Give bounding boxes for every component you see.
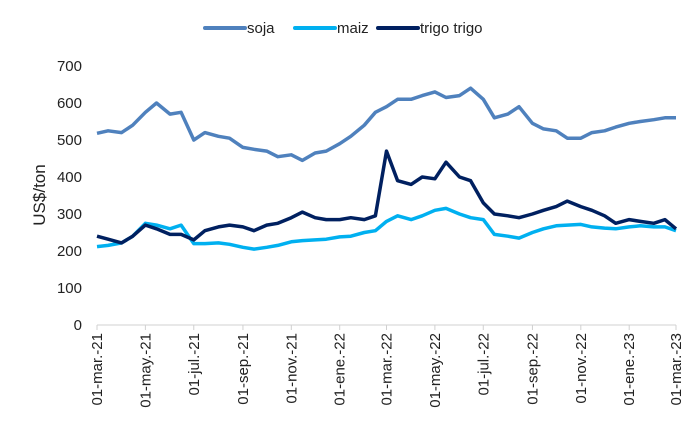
x-tick-label: 01-nov.-21 [283, 333, 300, 404]
y-tick-label: 300 [57, 206, 82, 223]
plot-area [96, 86, 678, 251]
y-tick-label: 400 [57, 169, 82, 186]
x-tick-label: 01-ene.-23 [621, 333, 638, 406]
y-tick-label: 600 [57, 95, 82, 112]
series-line-soja [96, 86, 676, 163]
x-tick-label: 01-mar.-22 [379, 333, 396, 406]
x-axis: 01-mar.-21 01-may.-21 01-jul.-21 01-sep.-21… [89, 324, 685, 408]
legend-label: soja [247, 20, 275, 37]
x-tick-label: 01-nov.-22 [573, 333, 590, 404]
x-tick-label: 01-sep.-22 [524, 333, 541, 405]
x-tick-label: 01-may.-21 [137, 333, 154, 408]
series-line-trigo-trigo [96, 149, 678, 245]
x-tick-label: 01-may.-22 [427, 333, 444, 408]
y-axis-label: US$/ton [30, 164, 49, 225]
y-tick-label: 0 [74, 317, 82, 334]
legend: soja maiz trigo trigo [203, 20, 483, 37]
x-tick-label: 01-ene.-22 [332, 333, 349, 406]
y-axis: 0 100 200 300 400 500 600 700 [57, 58, 82, 334]
x-tick-label: 01-sep.-21 [235, 333, 252, 405]
x-tick-label: 01-jul.-22 [475, 333, 492, 396]
y-tick-label: 700 [57, 58, 82, 75]
x-tick-label: 01-jul.-21 [186, 333, 203, 396]
y-tick-label: 100 [57, 280, 82, 297]
y-tick-label: 200 [57, 243, 82, 260]
series-line-maiz [96, 206, 677, 251]
legend-label: trigo trigo [420, 20, 483, 37]
x-tick-label: 01-mar.-23 [668, 333, 685, 406]
legend-label: maiz [337, 20, 369, 37]
y-tick-label: 500 [57, 132, 82, 149]
x-tick-label: 01-mar.-21 [89, 333, 106, 406]
